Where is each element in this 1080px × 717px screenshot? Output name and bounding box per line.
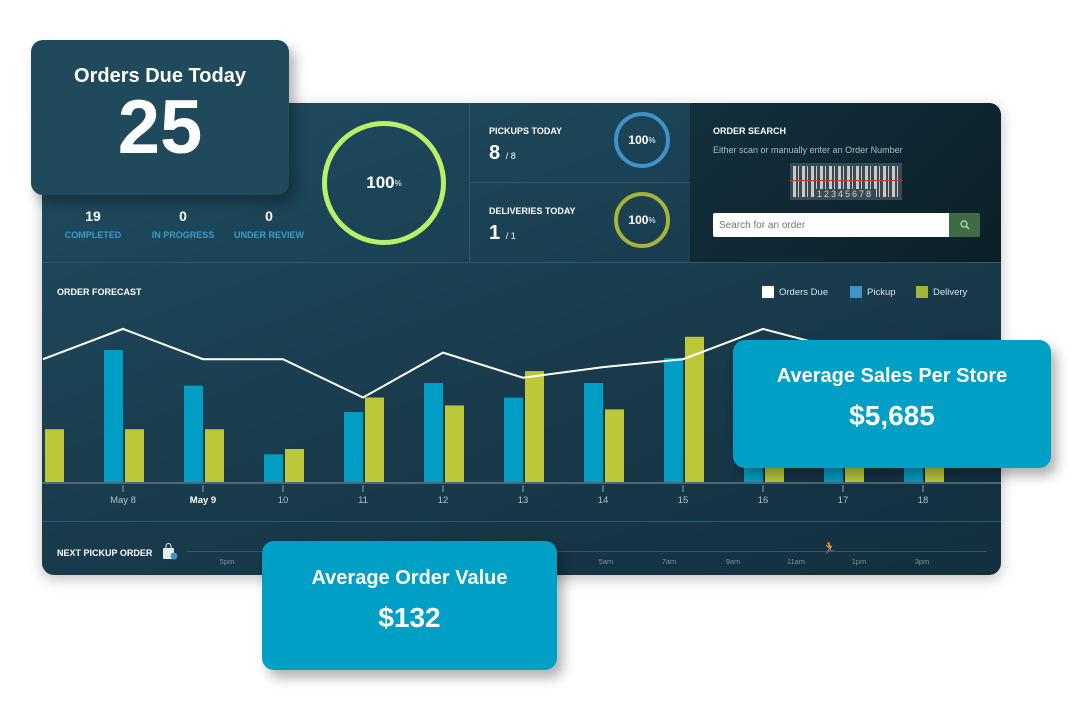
- pickup-bar: [264, 454, 283, 482]
- search-icon: [959, 220, 970, 230]
- delivery-bar: [205, 429, 224, 482]
- delivery-bar: [445, 405, 464, 482]
- pickups-label: PICKUPS TODAY: [489, 126, 563, 136]
- delivery-bar: [685, 336, 704, 482]
- x-tick-label: 12: [437, 495, 449, 506]
- deliveries-ring: 100%: [614, 192, 670, 248]
- deliveries-count: 1 / 1: [489, 222, 516, 244]
- barcode-image: 12345678: [790, 163, 902, 200]
- order-search-input[interactable]: [713, 213, 949, 237]
- runner-icon: 🏃: [822, 541, 837, 555]
- timeline-label: NEXT PICKUP ORDER: [57, 548, 153, 558]
- forecast-title: ORDER FORECAST: [57, 287, 142, 297]
- average-sales-card: Average Sales Per Store $5,685: [733, 340, 1051, 468]
- timeline-tick-label: 3pm: [914, 557, 930, 566]
- order-search-panel: ORDER SEARCH Either scan or manually ent…: [690, 103, 1001, 262]
- x-tick-label: 16: [757, 495, 769, 506]
- pickup-bar: [504, 397, 523, 482]
- timeline-track[interactable]: [187, 551, 987, 552]
- timeline-tick-label: 1pm: [851, 557, 867, 566]
- pickup-bar: [424, 383, 443, 482]
- delivery-bar: [45, 429, 64, 482]
- overall-progress-ring: 100%: [322, 121, 446, 245]
- timeline-tick-label: 9am: [725, 557, 741, 566]
- divider: [42, 262, 1001, 263]
- dashboard-panel: 19 COMPLETED 0 IN PROGRESS 0 UNDER REVIEW 1…: [42, 103, 1001, 575]
- delivery-bar: [125, 429, 144, 482]
- x-tick-label: 15: [677, 495, 689, 506]
- orders-due-today-card: Orders Due Today 25: [31, 40, 289, 195]
- pickup-bar: [184, 385, 203, 482]
- order-search-title: ORDER SEARCH: [713, 126, 787, 136]
- deliveries-label: DELIVERIES TODAY: [489, 206, 576, 216]
- pickups-ring: 100%: [614, 112, 670, 168]
- timeline-tick-label: 5pm: [219, 557, 235, 566]
- x-tick-label: May 9: [189, 495, 217, 506]
- legend-orders-due: Orders Due: [762, 286, 828, 298]
- x-tick-label: 11: [358, 495, 368, 506]
- pickups-count: 8 / 8: [489, 142, 516, 164]
- divider: [42, 521, 1001, 522]
- x-tick-label: 17: [837, 495, 849, 506]
- x-tick-label: 10: [277, 495, 289, 506]
- timeline-tick-label: 7am: [661, 557, 677, 566]
- shopping-bag-icon: [163, 543, 178, 560]
- x-tick-label: 14: [597, 495, 609, 506]
- x-tick-label: 13: [517, 495, 529, 506]
- stat-in-progress: 0 IN PROGRESS: [151, 208, 215, 240]
- divider: [469, 182, 690, 183]
- pickup-bar: [344, 412, 363, 482]
- order-search-button[interactable]: [949, 213, 980, 237]
- delivery-bar: [525, 371, 544, 482]
- delivery-bar: [365, 397, 384, 482]
- legend-delivery: Delivery: [916, 286, 967, 298]
- timeline-tick-label: 11am: [786, 557, 806, 566]
- stat-under-review: 0 UNDER REVIEW: [233, 208, 304, 240]
- pickup-bar: [584, 383, 603, 482]
- x-tick-label: 18: [917, 495, 929, 506]
- stat-completed: 19 COMPLETED: [64, 208, 122, 240]
- x-tick-label: May 8: [110, 495, 136, 506]
- average-order-value-card: Average Order Value $132: [262, 541, 557, 670]
- delivery-bar: [285, 449, 304, 482]
- timeline-tick-label: 5am: [598, 557, 614, 566]
- legend-pickup: Pickup: [850, 286, 896, 298]
- pickup-bar: [104, 350, 123, 482]
- orders-due-line: [42, 327, 924, 399]
- order-search-subtitle: Either scan or manually enter an Order N…: [713, 145, 903, 155]
- pickup-bar: [664, 357, 683, 482]
- delivery-bar: [605, 409, 624, 482]
